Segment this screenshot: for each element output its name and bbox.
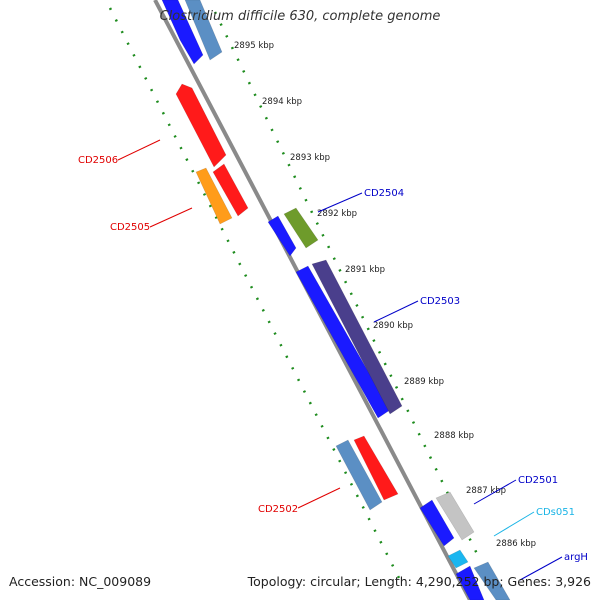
genome-title: Clostridium difficile 630, complete geno… bbox=[159, 9, 441, 24]
tick-label: 2892 kbp bbox=[317, 209, 357, 219]
inner-dotted-guide bbox=[213, 11, 482, 561]
gene-arrow-cd2505[interactable] bbox=[195, 167, 233, 225]
tick-label: 2895 kbp bbox=[234, 41, 274, 51]
gene-arrow-top-steel[interactable] bbox=[184, 0, 223, 61]
gene-label[interactable]: CDs051 bbox=[536, 507, 575, 518]
tick-label: 2893 kbp bbox=[290, 153, 330, 163]
tick-label: 2886 kbp bbox=[496, 539, 536, 549]
gene-label-leader bbox=[297, 487, 341, 509]
gene-label-leader bbox=[117, 139, 161, 161]
gene-label-leader bbox=[493, 511, 535, 537]
gene-arrow-cd2501[interactable] bbox=[435, 491, 475, 541]
gene-arrow-cd2504[interactable] bbox=[283, 207, 319, 249]
gene-arrow-cd2501a[interactable] bbox=[419, 499, 455, 547]
tick-label: 2894 kbp bbox=[262, 97, 302, 107]
gene-label-leader bbox=[519, 556, 563, 581]
gene-arrow-cds051[interactable] bbox=[447, 549, 469, 569]
gene-arrow-cd2505b[interactable] bbox=[212, 163, 249, 217]
gene-label[interactable]: CD2501 bbox=[518, 475, 558, 486]
gene-arrow-cd2503a[interactable] bbox=[295, 265, 391, 419]
tick-label: 2889 kbp bbox=[404, 377, 444, 387]
tick-label: 2890 kbp bbox=[373, 321, 413, 331]
gene-arrow-cd2502[interactable] bbox=[353, 435, 399, 501]
gene-label-leader bbox=[373, 300, 419, 323]
gene-label[interactable]: CD2505 bbox=[110, 222, 150, 233]
gene-arrow-cd2502a[interactable] bbox=[335, 439, 383, 511]
gene-label[interactable]: CD2503 bbox=[420, 296, 460, 307]
tick-label: 2887 kbp bbox=[466, 486, 506, 496]
gene-label[interactable]: CD2504 bbox=[364, 188, 404, 199]
gene-label[interactable]: CD2502 bbox=[258, 504, 298, 515]
gene-label-leader bbox=[317, 192, 363, 213]
gene-label[interactable]: CD2506 bbox=[78, 155, 118, 166]
gene-label-leader bbox=[473, 479, 517, 505]
gene-label-leader bbox=[149, 207, 193, 228]
accession-label: Accession: NC_009089 bbox=[9, 574, 152, 589]
gene-label[interactable]: argH bbox=[564, 552, 588, 563]
tick-label: 2888 kbp bbox=[434, 431, 474, 441]
gene-arrow-top-blue[interactable] bbox=[161, 0, 204, 65]
gene-arrow-cd2503[interactable] bbox=[311, 259, 403, 415]
gene-arrow-cd2506[interactable] bbox=[175, 83, 227, 168]
outer-dotted-guide bbox=[108, 7, 402, 581]
tick-label: 2891 kbp bbox=[345, 265, 385, 275]
gene-arrow-cd2504a[interactable] bbox=[267, 215, 297, 257]
genome-summary-label: Topology: circular; Length: 4,290,252 bp… bbox=[247, 574, 591, 589]
